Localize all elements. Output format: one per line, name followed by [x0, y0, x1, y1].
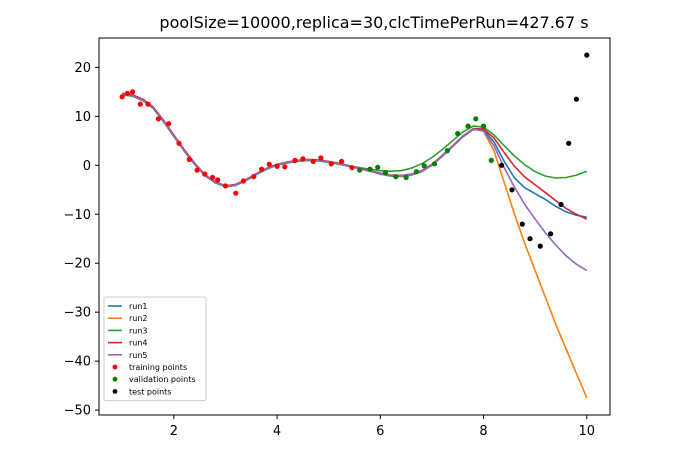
series-line-run1 [122, 93, 587, 218]
data-point-test-points [499, 162, 505, 168]
data-point-test-points [558, 201, 564, 208]
y-tick-label: −40 [64, 355, 91, 370]
data-point-test-points [548, 231, 554, 237]
data-point-training-points [282, 164, 288, 170]
data-point-validation-points [431, 161, 438, 167]
data-point-training-points [166, 121, 172, 127]
legend-label: run4 [129, 339, 148, 348]
x-tick-label: 10 [578, 424, 595, 439]
data-point-validation-points [375, 164, 381, 170]
data-point-training-points [145, 101, 151, 107]
data-point-training-points [318, 155, 324, 161]
data-point-training-points [119, 94, 125, 100]
data-point-test-points [573, 96, 580, 102]
data-point-training-points [251, 174, 257, 180]
data-point-training-points [300, 156, 306, 162]
data-point-validation-points [357, 167, 363, 173]
legend-label: training points [129, 363, 187, 372]
data-point-training-points [186, 156, 192, 162]
x-tick-label: 2 [170, 424, 178, 439]
chart-title: poolSize=10000,replica=30,clcTimePerRun=… [159, 13, 588, 32]
data-point-validation-points [465, 123, 471, 129]
y-tick-label: −30 [64, 306, 91, 321]
axes-frame [98, 37, 611, 416]
data-point-test-points [519, 221, 525, 227]
legend-box [103, 296, 207, 402]
data-point-test-points [566, 140, 572, 146]
data-point-validation-points [393, 174, 399, 180]
data-point-training-points [176, 140, 182, 146]
y-tick-label: −20 [64, 257, 91, 272]
data-point-validation-points [455, 130, 461, 137]
x-tick-label: 4 [273, 424, 281, 439]
data-point-test-points [537, 243, 543, 249]
data-point-test-points [584, 52, 590, 58]
series-line-run4 [122, 92, 588, 220]
y-tick-label: −50 [64, 404, 91, 419]
data-point-training-points [266, 161, 272, 167]
legend-label: run3 [129, 326, 148, 335]
data-point-training-points [210, 174, 216, 181]
data-point-training-points [124, 90, 130, 96]
data-point-training-points [339, 158, 345, 164]
data-point-validation-points [382, 170, 389, 176]
legend-label: run2 [129, 314, 148, 323]
plot-area [119, 52, 590, 399]
legend-swatch [112, 376, 118, 382]
data-point-training-points [240, 178, 247, 184]
series-line-run5 [122, 93, 588, 272]
series-line-run3 [122, 94, 588, 188]
data-point-training-points [215, 177, 221, 183]
data-point-test-points [509, 187, 515, 193]
y-tick-label: 20 [74, 61, 91, 76]
legend-swatch [112, 364, 118, 370]
data-point-training-points [328, 161, 334, 167]
y-axis: 20 10 0 −10 −20 −30 −40 −50 [64, 61, 99, 419]
legend-label: run1 [129, 302, 148, 311]
legend: run1 run2 run3 run4 run5 training points valid… [103, 296, 207, 402]
data-point-training-points [310, 158, 316, 164]
data-point-training-points [222, 183, 229, 189]
data-point-training-points [233, 190, 239, 196]
data-point-training-points [202, 171, 208, 177]
data-point-training-points [349, 165, 355, 171]
legend-label: run5 [129, 351, 148, 360]
data-point-validation-points [480, 123, 487, 129]
data-point-validation-points [444, 148, 450, 154]
data-point-training-points [194, 167, 200, 173]
data-point-validation-points [403, 174, 409, 181]
data-point-training-points [130, 89, 136, 95]
legend-label: validation points [129, 375, 196, 384]
data-point-validation-points [421, 163, 427, 169]
legend-label: test points [129, 387, 171, 396]
data-point-validation-points [413, 169, 419, 175]
y-tick-label: −10 [64, 208, 91, 223]
data-point-test-points [527, 236, 533, 242]
legend-swatch [112, 389, 118, 394]
data-point-training-points [155, 116, 161, 122]
data-point-training-points [259, 166, 265, 172]
y-tick-label: 0 [83, 159, 91, 174]
x-axis: 2 4 6 8 10 [170, 415, 595, 439]
data-point-training-points [292, 157, 298, 163]
data-point-training-points [274, 163, 280, 169]
y-tick-label: 10 [74, 110, 91, 125]
x-tick-label: 6 [376, 424, 384, 439]
data-point-training-points [137, 101, 143, 107]
data-point-validation-points [367, 166, 373, 172]
data-point-validation-points [473, 116, 479, 122]
data-point-validation-points [488, 157, 494, 163]
x-tick-label: 8 [479, 424, 487, 439]
